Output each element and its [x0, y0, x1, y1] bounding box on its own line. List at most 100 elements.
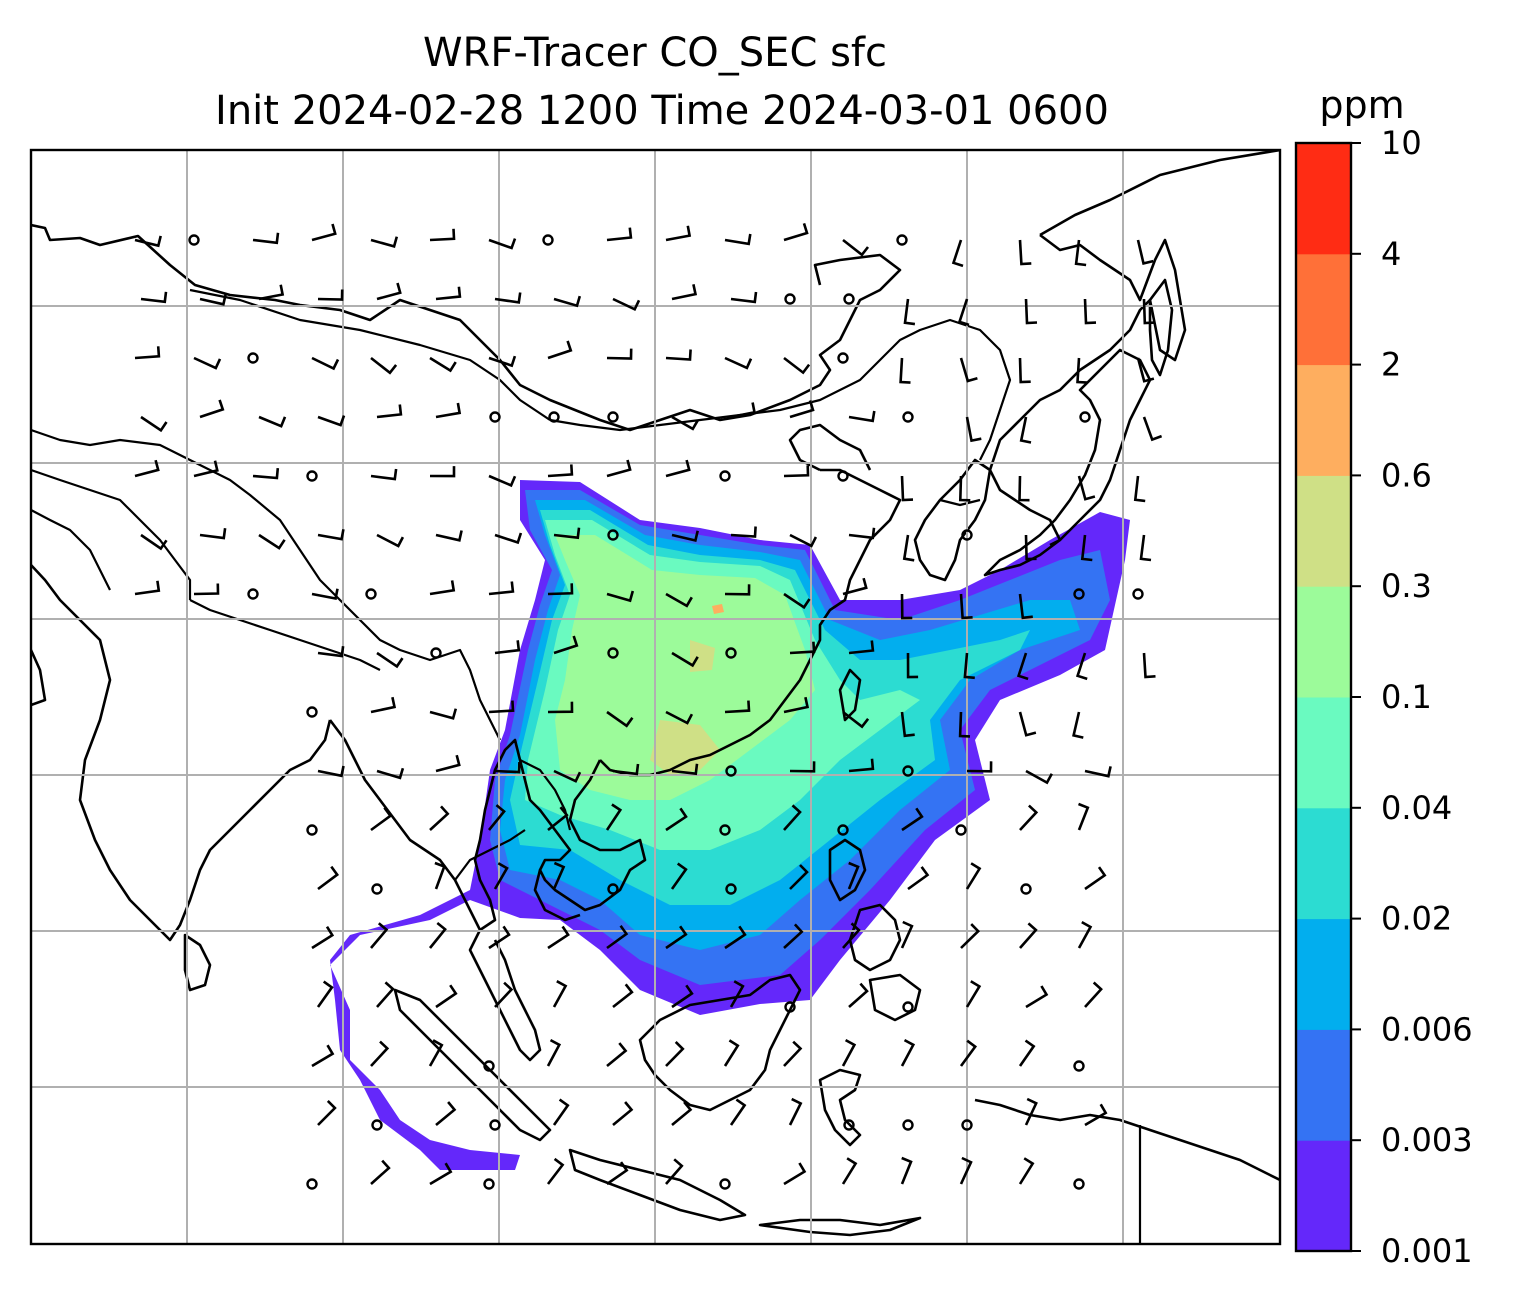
chart-title-line1: WRF-Tracer CO_SEC sfc	[423, 30, 887, 76]
wind-barb	[730, 291, 758, 304]
wind-barb	[1142, 298, 1155, 325]
wind-barb	[317, 529, 345, 541]
wind-barb	[671, 763, 699, 776]
wind-barb	[1080, 534, 1093, 562]
wind-barb	[724, 584, 751, 596]
wind-barb	[547, 464, 574, 478]
calm-wind-marker	[188, 234, 200, 246]
wind-barb	[1075, 652, 1088, 681]
wind-barb	[783, 1040, 803, 1067]
wind-barb	[1136, 239, 1154, 265]
wind-barb	[428, 921, 447, 949]
wind-barb	[370, 696, 397, 714]
country-borders	[31, 288, 1142, 1244]
wind-barb	[783, 923, 804, 949]
colorbar-band	[1296, 586, 1351, 698]
wind-barb	[671, 415, 699, 431]
wind-barb	[370, 922, 389, 949]
border-thailand	[454, 829, 526, 881]
tracer-band-03	[650, 720, 720, 775]
calm-wind-marker	[784, 1001, 796, 1013]
calm-wind-marker	[961, 1119, 973, 1131]
colorbar-tick-label: 0.001	[1381, 1232, 1473, 1270]
calm-wind-marker	[725, 883, 737, 895]
wind-barb	[428, 1039, 444, 1067]
wind-barb	[553, 635, 579, 655]
colorbar-tick-label: 4	[1381, 235, 1401, 273]
wind-barb	[789, 641, 816, 655]
wind-barb	[1133, 475, 1146, 503]
colorbar-tick-label: 0.04	[1381, 789, 1452, 827]
wind-barb	[493, 862, 509, 890]
wind-barb	[317, 765, 345, 778]
border-nk	[939, 498, 981, 507]
wind-barb	[488, 238, 517, 250]
calm-wind-marker	[1073, 1178, 1085, 1190]
calm-wind-marker	[365, 588, 377, 600]
wind-barb	[1024, 1097, 1038, 1126]
wind-barb	[435, 530, 463, 542]
wind-barb	[258, 415, 287, 428]
wind-barb	[370, 468, 398, 481]
wind-barb	[612, 297, 641, 312]
wind-barb	[958, 475, 971, 502]
wind-barb	[317, 289, 344, 301]
calm-wind-marker	[837, 470, 849, 482]
wind-barb	[547, 701, 574, 714]
wind-barb	[966, 761, 993, 773]
wind-barb	[199, 528, 227, 540]
wind-barb	[900, 1156, 913, 1185]
wind-barb	[553, 769, 582, 783]
wind-barb	[370, 236, 399, 248]
wind-barb	[1142, 652, 1156, 679]
wind-barb	[1024, 534, 1037, 561]
calm-wind-marker	[902, 765, 914, 777]
wind-barb	[1084, 1103, 1108, 1127]
wind-barb	[848, 982, 869, 1008]
wind-barb	[901, 807, 924, 832]
map-frame	[29, 148, 1282, 1246]
calm-wind-marker	[607, 883, 619, 895]
map-panel	[29, 148, 1282, 1246]
wind-barb	[900, 920, 914, 949]
wind-barb	[730, 402, 757, 419]
wind-barb	[900, 593, 913, 620]
wind-barb	[1076, 357, 1088, 384]
wind-barb	[140, 415, 168, 433]
calm-wind-marker	[784, 293, 796, 305]
chart-title-line2: Init 2024-02-28 1200 Time 2024-03-01 060…	[215, 88, 1109, 134]
wind-barb	[670, 862, 688, 890]
calm-wind-marker	[1073, 1060, 1085, 1072]
wind-barb	[435, 1101, 457, 1127]
wind-barb	[665, 459, 691, 478]
wind-barb	[553, 295, 582, 308]
coast-russia-far-east	[1039, 150, 1280, 237]
wind-barb	[671, 651, 699, 668]
wind-barb	[1016, 652, 1029, 681]
wind-barb	[606, 925, 629, 950]
colorbar-tick-label: 0.006	[1381, 1010, 1473, 1048]
wind-barb	[547, 806, 569, 832]
wind-barb	[376, 981, 395, 1008]
wind-barb	[963, 652, 975, 680]
wind-barb	[903, 298, 916, 326]
wind-barb	[317, 646, 345, 658]
wind-barb	[606, 348, 633, 360]
wind-barb	[959, 593, 973, 620]
colorbar-bands	[1296, 143, 1351, 1252]
wind-barb	[665, 225, 692, 242]
wind-barb	[140, 533, 168, 551]
calm-wind-marker	[247, 352, 259, 364]
colorbar-tick-label: 0.02	[1381, 900, 1452, 938]
wind-barb	[488, 700, 515, 714]
wind-barb	[258, 284, 285, 301]
wind-barb	[965, 862, 982, 890]
wind-barb	[783, 696, 810, 714]
wind-barb	[847, 861, 860, 890]
wind-barb	[316, 980, 334, 1008]
calm-wind-marker	[1079, 411, 1091, 423]
calm-wind-marker	[725, 765, 737, 777]
wind-barb	[606, 710, 634, 728]
coast-taiwan	[838, 668, 862, 722]
coast-sulawesi	[818, 1068, 862, 1147]
